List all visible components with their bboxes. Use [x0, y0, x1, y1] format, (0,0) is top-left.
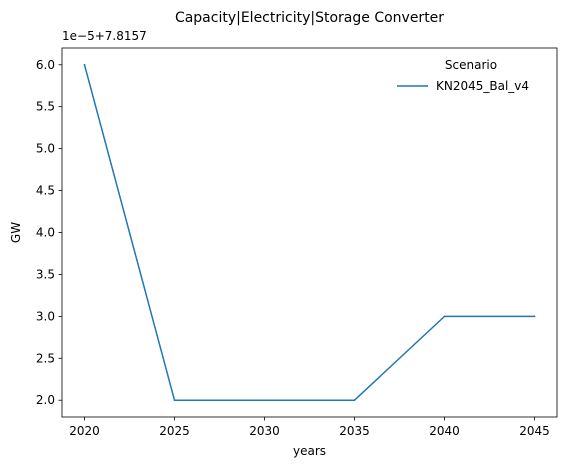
y-axis-ticks: 2.0 2.5 3.0 3.5 4.0 4.5 5.0 5.5 6.0 [36, 58, 62, 407]
data-point [353, 399, 356, 402]
series-layer [83, 63, 536, 402]
x-tick-label: 2030 [249, 424, 280, 438]
chart-title: Capacity|Electricity|Storage Converter [175, 10, 444, 26]
y-tick-label: 4.0 [36, 226, 55, 240]
x-tick-label: 2035 [339, 424, 370, 438]
series-line-kn2045-bal-v4 [83, 63, 536, 401]
x-tick-label: 2025 [159, 424, 190, 438]
y-tick-label: 2.0 [36, 393, 55, 407]
data-point [533, 315, 536, 318]
y-tick-label: 5.0 [36, 142, 55, 156]
data-point [83, 63, 86, 66]
x-tick-label: 2040 [429, 424, 460, 438]
legend: Scenario KN2045_Bal_v4 [397, 58, 529, 93]
plot-frame [61, 47, 558, 418]
data-point [443, 315, 446, 318]
y-tick-label: 2.5 [36, 351, 55, 365]
y-tick-label: 4.5 [36, 184, 55, 198]
data-point [173, 399, 176, 402]
y-axis-label: GW [9, 222, 23, 243]
y-offset-label: 1e−5+7.8157 [62, 29, 147, 43]
data-point [263, 399, 266, 402]
y-tick-label: 3.0 [36, 309, 55, 323]
legend-title: Scenario [445, 58, 497, 72]
y-tick-label: 3.5 [36, 267, 55, 281]
x-tick-label: 2045 [519, 424, 550, 438]
x-tick-label: 2020 [69, 424, 100, 438]
legend-label-kn2045-bal-v4: KN2045_Bal_v4 [436, 79, 529, 93]
y-tick-label: 6.0 [36, 58, 55, 72]
y-tick-label: 5.5 [36, 100, 55, 114]
x-axis-label: years [293, 444, 326, 458]
x-axis-ticks: 2020 2025 2030 2035 2040 2045 [69, 417, 550, 438]
